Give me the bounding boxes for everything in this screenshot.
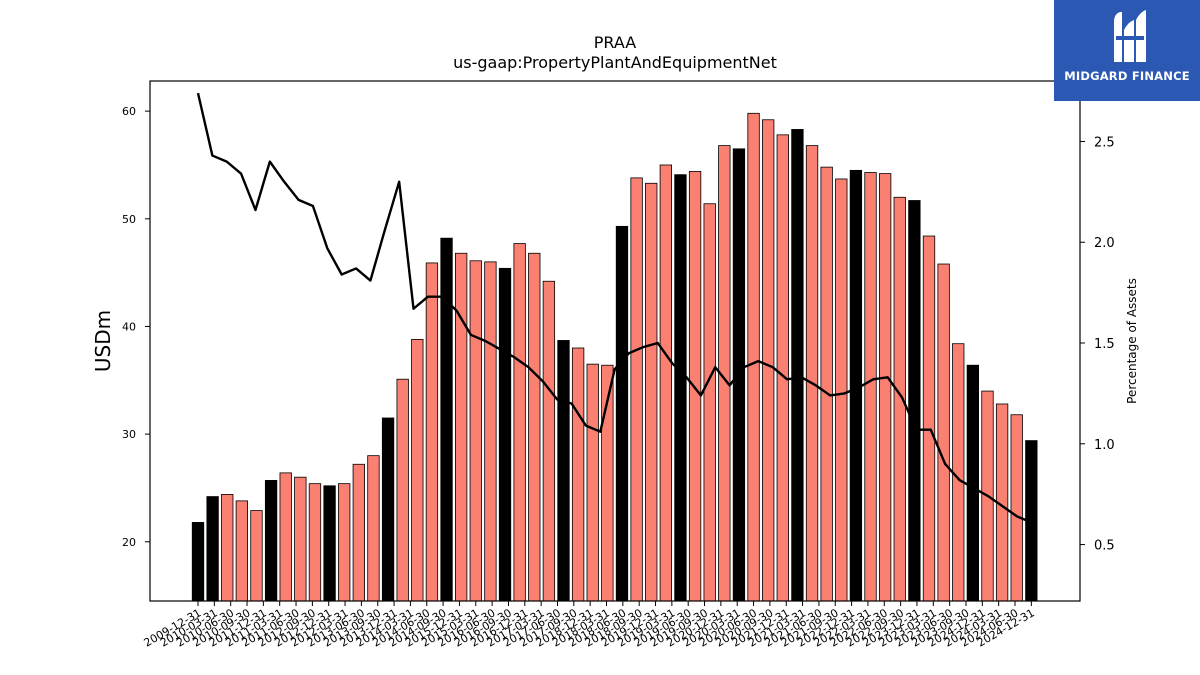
bar <box>571 347 585 602</box>
bar <box>513 243 526 602</box>
brand-name: MIDGARD FINANCE <box>1064 69 1190 83</box>
percentage-line <box>196 92 1032 524</box>
y-tick-label: 30 <box>122 428 136 441</box>
bar <box>308 483 322 602</box>
bar <box>469 260 482 602</box>
bar <box>542 280 556 602</box>
bar <box>791 129 804 602</box>
bar <box>645 182 658 602</box>
chart-title: PRAA <box>594 33 637 52</box>
bar <box>323 485 336 602</box>
bar <box>937 263 950 602</box>
bar <box>425 262 439 602</box>
y-axis-label: USDm <box>91 310 115 372</box>
bar <box>557 340 570 602</box>
bar <box>922 235 936 602</box>
bar <box>908 200 921 602</box>
x-axis: 2009-12-312010-03-312010-06-302010-09-30… <box>142 601 1037 650</box>
bar <box>630 177 643 602</box>
logo-mark-icon <box>1114 10 1146 62</box>
bar <box>864 172 877 602</box>
y2-tick-label: 0.5 <box>1094 539 1115 554</box>
bar <box>966 364 980 602</box>
bar <box>498 267 512 602</box>
bar <box>455 252 468 602</box>
bar <box>484 261 497 602</box>
bar <box>528 252 541 602</box>
bar <box>776 134 789 602</box>
y-tick-label: 60 <box>122 105 136 118</box>
bar <box>235 500 249 602</box>
bar <box>191 522 205 602</box>
bar <box>1010 414 1023 602</box>
bar <box>221 494 234 602</box>
bar <box>878 173 892 602</box>
bar <box>279 472 292 602</box>
y-tick-label: 40 <box>122 320 136 333</box>
y-tick-label: 50 <box>122 213 136 226</box>
y-tick-label: 20 <box>122 536 136 549</box>
brand-logo: MIDGARD FINANCE <box>1054 0 1200 101</box>
bar <box>659 164 672 602</box>
line-group <box>196 92 1032 524</box>
y2-tick-label: 1.0 <box>1094 438 1115 453</box>
bar <box>338 483 351 602</box>
plot-frame <box>149 80 1081 602</box>
bar <box>835 178 848 602</box>
bar <box>396 378 409 602</box>
bar <box>440 237 453 602</box>
y2-tick-label: 1.5 <box>1094 337 1115 352</box>
bars-group <box>191 112 1038 602</box>
bar <box>352 463 365 602</box>
bar <box>250 510 263 602</box>
bar <box>747 112 760 602</box>
bar <box>411 338 424 602</box>
bar <box>586 363 599 602</box>
y2-axis: 0.5 1.0 1.5 2.0 2.5 <box>1080 135 1115 554</box>
bar <box>762 119 775 602</box>
bar <box>206 496 219 602</box>
y2-tick-label: 2.5 <box>1094 135 1115 150</box>
bar <box>805 145 819 602</box>
y2-tick-label: 2.0 <box>1094 236 1115 251</box>
bar <box>703 203 716 602</box>
chart-subtitle: us-gaap:PropertyPlantAndEquipmentNet <box>453 53 777 72</box>
bar <box>264 480 278 602</box>
bar <box>367 455 380 602</box>
bar <box>820 166 833 602</box>
y-axis: 20 30 40 50 60 <box>122 105 150 549</box>
bar <box>674 174 687 602</box>
bar <box>381 417 395 602</box>
bar <box>294 476 307 602</box>
bar <box>615 225 629 602</box>
y2-axis-label: Percentage of Assets <box>1125 278 1139 404</box>
